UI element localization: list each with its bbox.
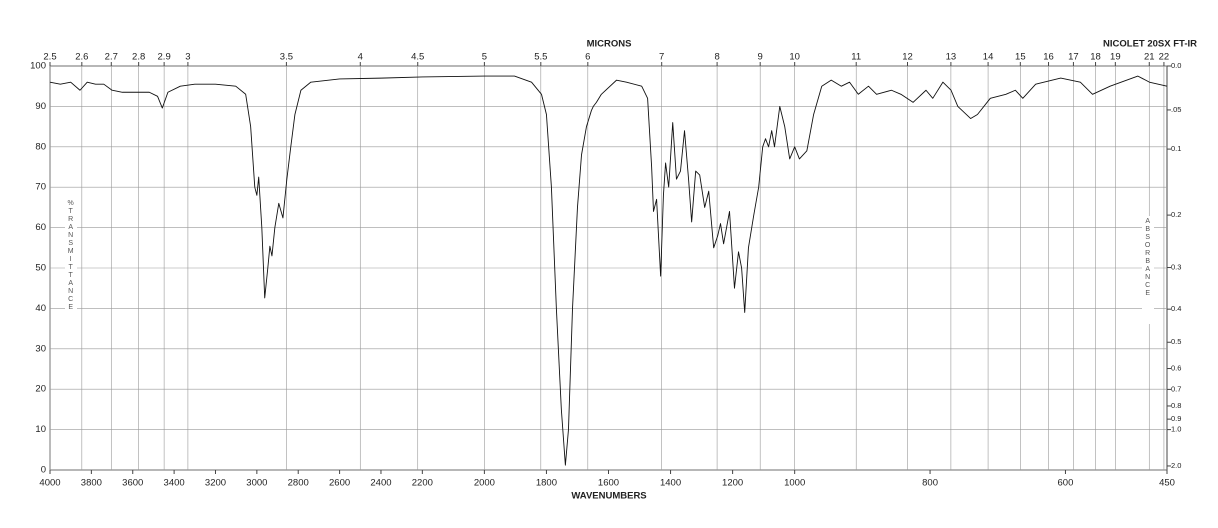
y2-tick-label: 0.2: [1171, 210, 1181, 219]
x2-tick-label: 6: [585, 52, 590, 63]
x2-tick-label: 2.9: [158, 52, 171, 63]
x2-tick-label: 19: [1110, 52, 1121, 63]
y-tick-label: 30: [35, 343, 46, 354]
y-tick-label: 60: [35, 222, 46, 233]
y2-axis-label: ABSORBANCE: [1144, 218, 1151, 298]
y2-tick-label: 0.8: [1171, 401, 1181, 410]
x-tick-label: 3000: [246, 478, 267, 489]
x-tick-label: 450: [1159, 478, 1175, 489]
x-tick-label: 3200: [205, 478, 226, 489]
x2-tick-label: 14: [983, 52, 994, 63]
y-tick-label: 0: [41, 465, 46, 476]
x2-tick-label: 9: [758, 52, 763, 63]
x2-tick-label: 12: [902, 52, 913, 63]
x-tick-label: 2000: [474, 478, 495, 489]
y-tick-label: 100: [30, 61, 46, 72]
spectrum-line: [49, 75, 1168, 466]
x2-tick-label: 15: [1015, 52, 1026, 63]
y-tick-label: 20: [35, 384, 46, 395]
x-tick-label: 2200: [412, 478, 433, 489]
x-tick-label: 2600: [329, 478, 350, 489]
y2-tick-label: 0.7: [1171, 384, 1181, 393]
x2-tick-label: 2.7: [105, 52, 118, 63]
x2-tick-label: 3.5: [280, 52, 293, 63]
x-tick-label: 3800: [81, 478, 102, 489]
x-tick-label: 600: [1058, 478, 1074, 489]
x-tick-label: 1600: [598, 478, 619, 489]
x-tick-label: 800: [922, 478, 938, 489]
x2-tick-label: 11: [851, 52, 861, 63]
x-tick-label: 4000: [39, 478, 60, 489]
y-tick-label: 70: [35, 182, 46, 193]
y2-tick-label: 0.1: [1171, 144, 1181, 153]
y-tick-label: 10: [35, 424, 46, 435]
x2-tick-label: 3: [185, 52, 190, 63]
x2-tick-label: 10: [789, 52, 800, 63]
x-tick-label: 3600: [122, 478, 143, 489]
x-axis-label: WAVENUMBERS: [571, 491, 646, 502]
x-tick-label: 1800: [536, 478, 557, 489]
y-tick-label: 90: [35, 101, 46, 112]
x2-tick-label: 2.8: [132, 52, 145, 63]
x2-tick-label: 18: [1090, 52, 1101, 63]
y2-tick-label: .05: [1171, 105, 1181, 114]
y2-tick-label: 1.0: [1171, 425, 1181, 434]
x2-tick-label: 4: [358, 52, 363, 63]
x2-tick-label: 8: [714, 52, 719, 63]
x2-tick-label: 7: [659, 52, 664, 63]
x2-tick-label: 5: [482, 52, 487, 63]
y2-tick-label: 0.0: [1171, 61, 1181, 70]
label-backdrop: [1142, 216, 1154, 324]
x-tick-label: 2400: [370, 478, 391, 489]
x2-tick-label: 13: [946, 52, 957, 63]
chart-title: NICOLET 20SX FT-IR: [1103, 39, 1197, 50]
x-tick-label: 1000: [784, 478, 805, 489]
x2-tick-label: 2.5: [43, 52, 56, 63]
x2-tick-label: 5.5: [534, 52, 547, 63]
y2-tick-label: 0.5: [1171, 337, 1181, 346]
y-tick-label: 50: [35, 263, 46, 274]
y2-tick-label: 0.9: [1171, 414, 1181, 423]
y2-tick-label: 0.3: [1171, 263, 1181, 272]
label-backdrop: [65, 198, 77, 344]
x-tick-label: 3400: [164, 478, 185, 489]
x2-tick-label: 16: [1043, 52, 1054, 63]
x2-tick-label: 21: [1144, 52, 1155, 63]
x2-tick-label: 22: [1159, 52, 1170, 63]
x2-tick-label: 2.6: [75, 52, 88, 63]
x-tick-label: 1200: [722, 478, 743, 489]
x-tick-label: 2800: [288, 478, 309, 489]
y2-tick-label: 2.0: [1171, 461, 1181, 470]
y2-tick-label: 0.6: [1171, 364, 1181, 373]
y-tick-label: 80: [35, 141, 46, 152]
y-tick-label: 40: [35, 303, 46, 314]
x2-tick-label: 4.5: [411, 52, 424, 63]
y2-tick-label: 0.4: [1171, 304, 1181, 313]
x-tick-label: 1400: [660, 478, 681, 489]
x2-tick-label: 17: [1068, 52, 1079, 63]
y-axis-label: %TRANSMITTANCE: [67, 200, 74, 312]
x2-axis-label: MICRONS: [587, 39, 632, 50]
